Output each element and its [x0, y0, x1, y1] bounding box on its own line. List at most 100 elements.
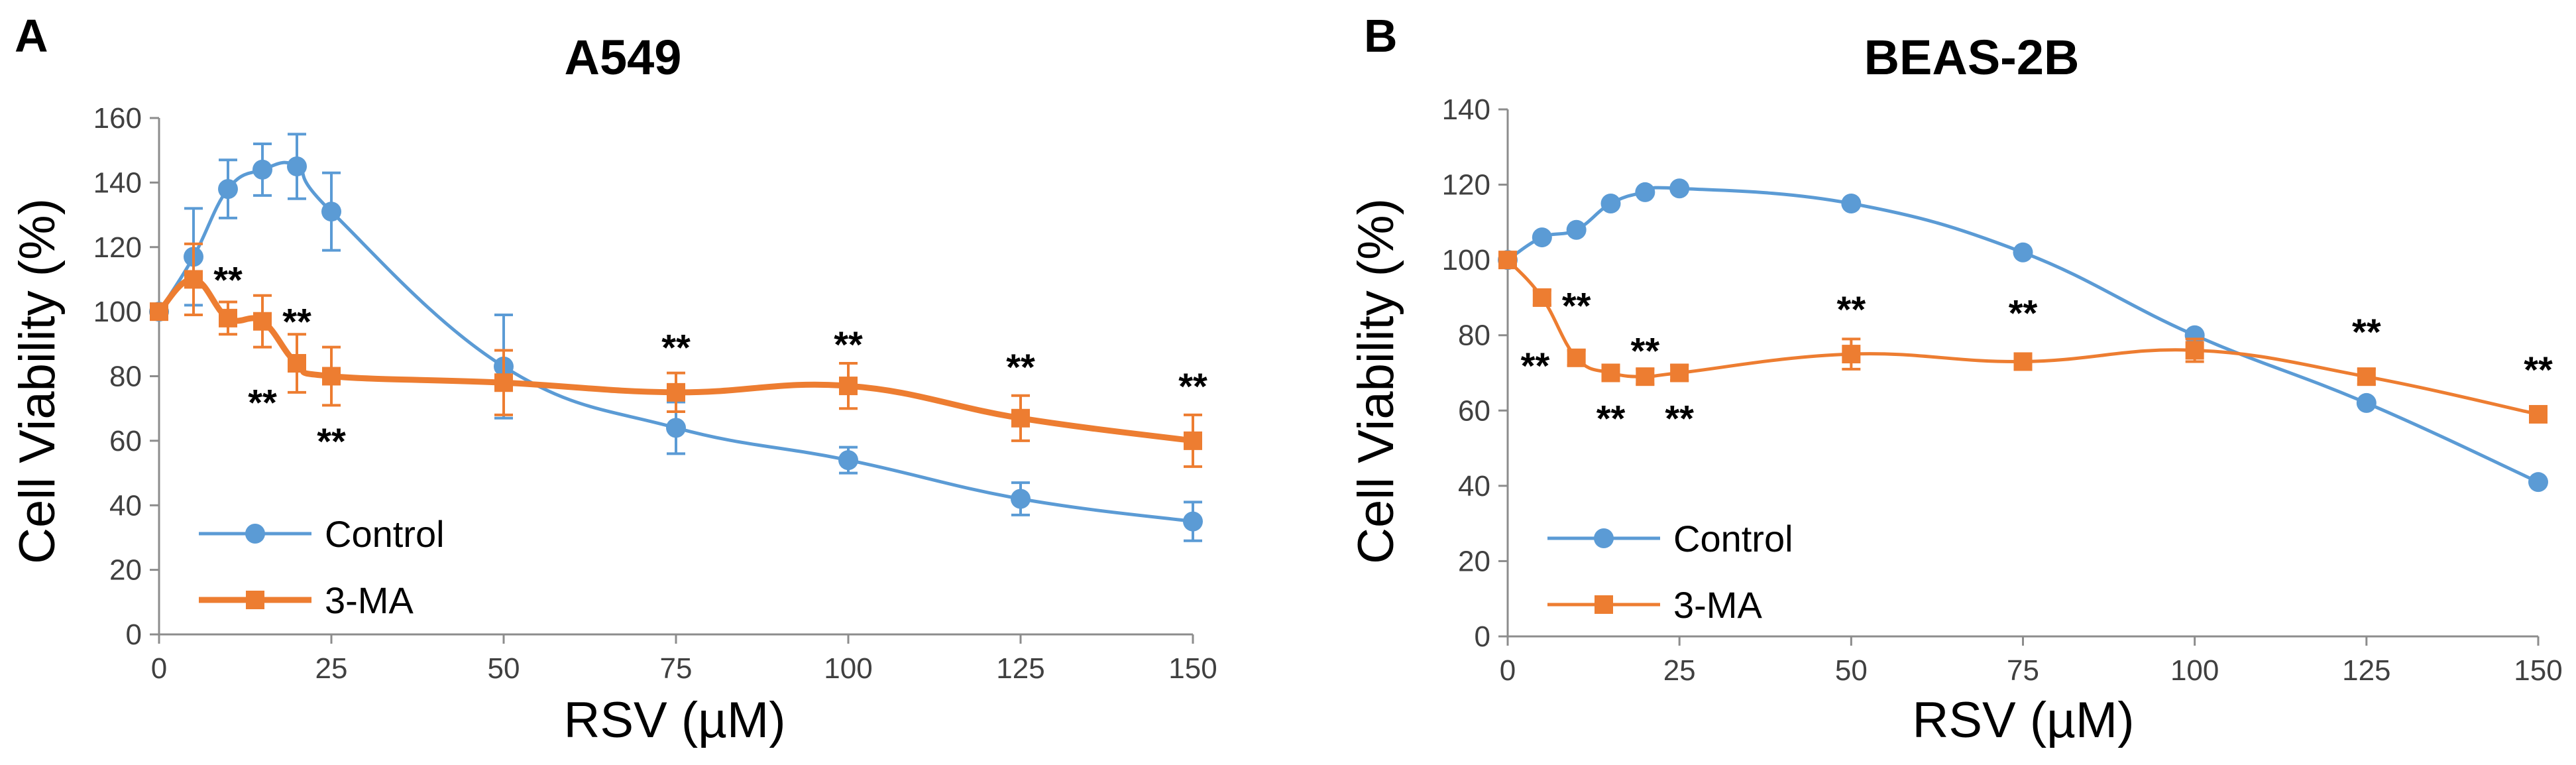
data-point-3-ma [1184, 431, 1202, 450]
x-tick-label: 0 [1500, 654, 1516, 687]
x-tick-label: 125 [996, 652, 1044, 685]
data-point-3-ma [2013, 352, 2033, 371]
x-tick-label: 100 [824, 652, 872, 685]
data-point-3-ma [2357, 367, 2376, 386]
x-axis-label-b: RSV (µM) [1912, 692, 2134, 748]
data-point-3-ma [1670, 363, 1689, 382]
data-point-3-ma [1601, 363, 1620, 382]
significance-marker: ** [661, 327, 691, 369]
x-axis-label-a: RSV (µM) [563, 692, 785, 748]
significance-marker: ** [834, 324, 863, 365]
significance-marker: ** [1521, 345, 1550, 386]
y-tick-label: 60 [1458, 394, 1490, 427]
x-tick-label: 25 [1663, 654, 1696, 687]
y-tick-label: 120 [1442, 169, 1490, 202]
x-tick-label: 150 [1168, 652, 1217, 685]
significance-marker: ** [248, 381, 277, 423]
x-tick-label: 75 [2007, 654, 2039, 687]
x-tick-label: 75 [660, 652, 693, 685]
significance-marker: ** [1006, 346, 1035, 388]
data-point-control [2013, 242, 2033, 263]
significance-marker: ** [1837, 288, 1866, 330]
significance-marker: ** [2524, 349, 2553, 390]
data-point-control [1841, 193, 1862, 213]
significance-marker: ** [282, 301, 311, 343]
series-line-3-ma [1506, 259, 2539, 416]
y-axis-label-b: Cell Viability (%) [1348, 198, 1404, 564]
chart-panel-b: B BEAS-2B Cell Viability (%) RSV (µM) 0 2… [1348, 10, 2563, 748]
x-tick-label: 25 [315, 652, 348, 685]
y-tick-label: 20 [109, 554, 142, 587]
significance-marker: ** [1596, 398, 1626, 440]
x-tick-label: 125 [2342, 654, 2390, 687]
significance-marker: ** [1665, 398, 1694, 440]
significance-marker: ** [1178, 365, 1207, 407]
legend-entry-control: Control [199, 513, 445, 555]
y-tick-label: 160 [93, 102, 142, 135]
legend-label: 3-MA [1673, 584, 1762, 626]
legend-label: Control [325, 513, 445, 555]
y-tick-label: 100 [93, 296, 142, 328]
data-point-3-ma [1636, 367, 1655, 386]
y-tick-label: 0 [1475, 620, 1490, 653]
y-tick-label: 100 [1442, 244, 1490, 276]
y-tick-label: 60 [109, 425, 142, 457]
data-point-control [252, 159, 272, 180]
data-point-3-ma [219, 308, 237, 327]
legend-entry-3-ma: 3-MA [199, 579, 414, 621]
y-tick-label: 0 [126, 618, 142, 651]
data-point-control [666, 418, 686, 438]
y-tick-label: 80 [1458, 320, 1490, 352]
chart-panel-a: A A549 Cell Viability (%) RSV (µM) 0 20 40… [9, 10, 1217, 748]
x-tick-label: 50 [1835, 654, 1868, 687]
significance-marker: ** [317, 420, 346, 462]
data-point-3-ma [150, 302, 168, 322]
data-point-control [1635, 182, 1655, 202]
data-point-3-ma [494, 373, 513, 392]
significance-marker: ** [213, 259, 243, 300]
x-tick-label: 0 [151, 652, 167, 685]
data-point-control [321, 202, 341, 222]
data-point-3-ma [1567, 348, 1586, 367]
significance-marker: ** [1631, 329, 1660, 371]
legend-entry-control: Control [1547, 518, 1793, 559]
data-point-control [1600, 193, 1621, 213]
y-tick-label: 80 [109, 361, 142, 393]
legend-label: 3-MA [325, 579, 414, 621]
chart-title-b: BEAS-2B [1864, 30, 2080, 85]
significance-marker: ** [1562, 284, 1591, 326]
y-tick-label: 40 [109, 489, 142, 522]
data-point-3-ma [184, 270, 203, 289]
data-point-3-ma [288, 354, 306, 373]
chart-title-a: A549 [565, 30, 682, 85]
data-point-3-ma [1011, 408, 1030, 428]
legend-entry-3-ma: 3-MA [1547, 584, 1762, 626]
data-point-3-ma [1498, 251, 1517, 270]
y-tick-label: 40 [1458, 470, 1490, 502]
significance-marker: ** [2009, 292, 2038, 334]
y-axis-label-a: Cell Viability (%) [9, 198, 66, 564]
y-tick-label: 140 [1442, 93, 1490, 126]
data-point-control [1532, 227, 1552, 248]
data-point-control [2356, 392, 2377, 413]
series-line-control [1506, 186, 2540, 484]
significance-marker: ** [2352, 311, 2381, 353]
legend-label: Control [1673, 518, 1793, 559]
panel-label-b: B [1364, 10, 1398, 62]
y-tick-label: 20 [1458, 545, 1490, 577]
data-point-control [1183, 511, 1203, 532]
data-point-control [1566, 219, 1587, 240]
data-point-control [287, 156, 307, 177]
data-point-control [218, 179, 238, 200]
data-point-control [1669, 178, 1690, 199]
x-tick-label: 150 [2514, 654, 2562, 687]
panel-label-a: A [15, 10, 48, 62]
data-point-3-ma [839, 377, 858, 396]
data-point-3-ma [1532, 288, 1551, 307]
x-tick-label: 50 [488, 652, 520, 685]
data-point-control [1011, 489, 1031, 509]
data-point-control [2528, 472, 2548, 493]
